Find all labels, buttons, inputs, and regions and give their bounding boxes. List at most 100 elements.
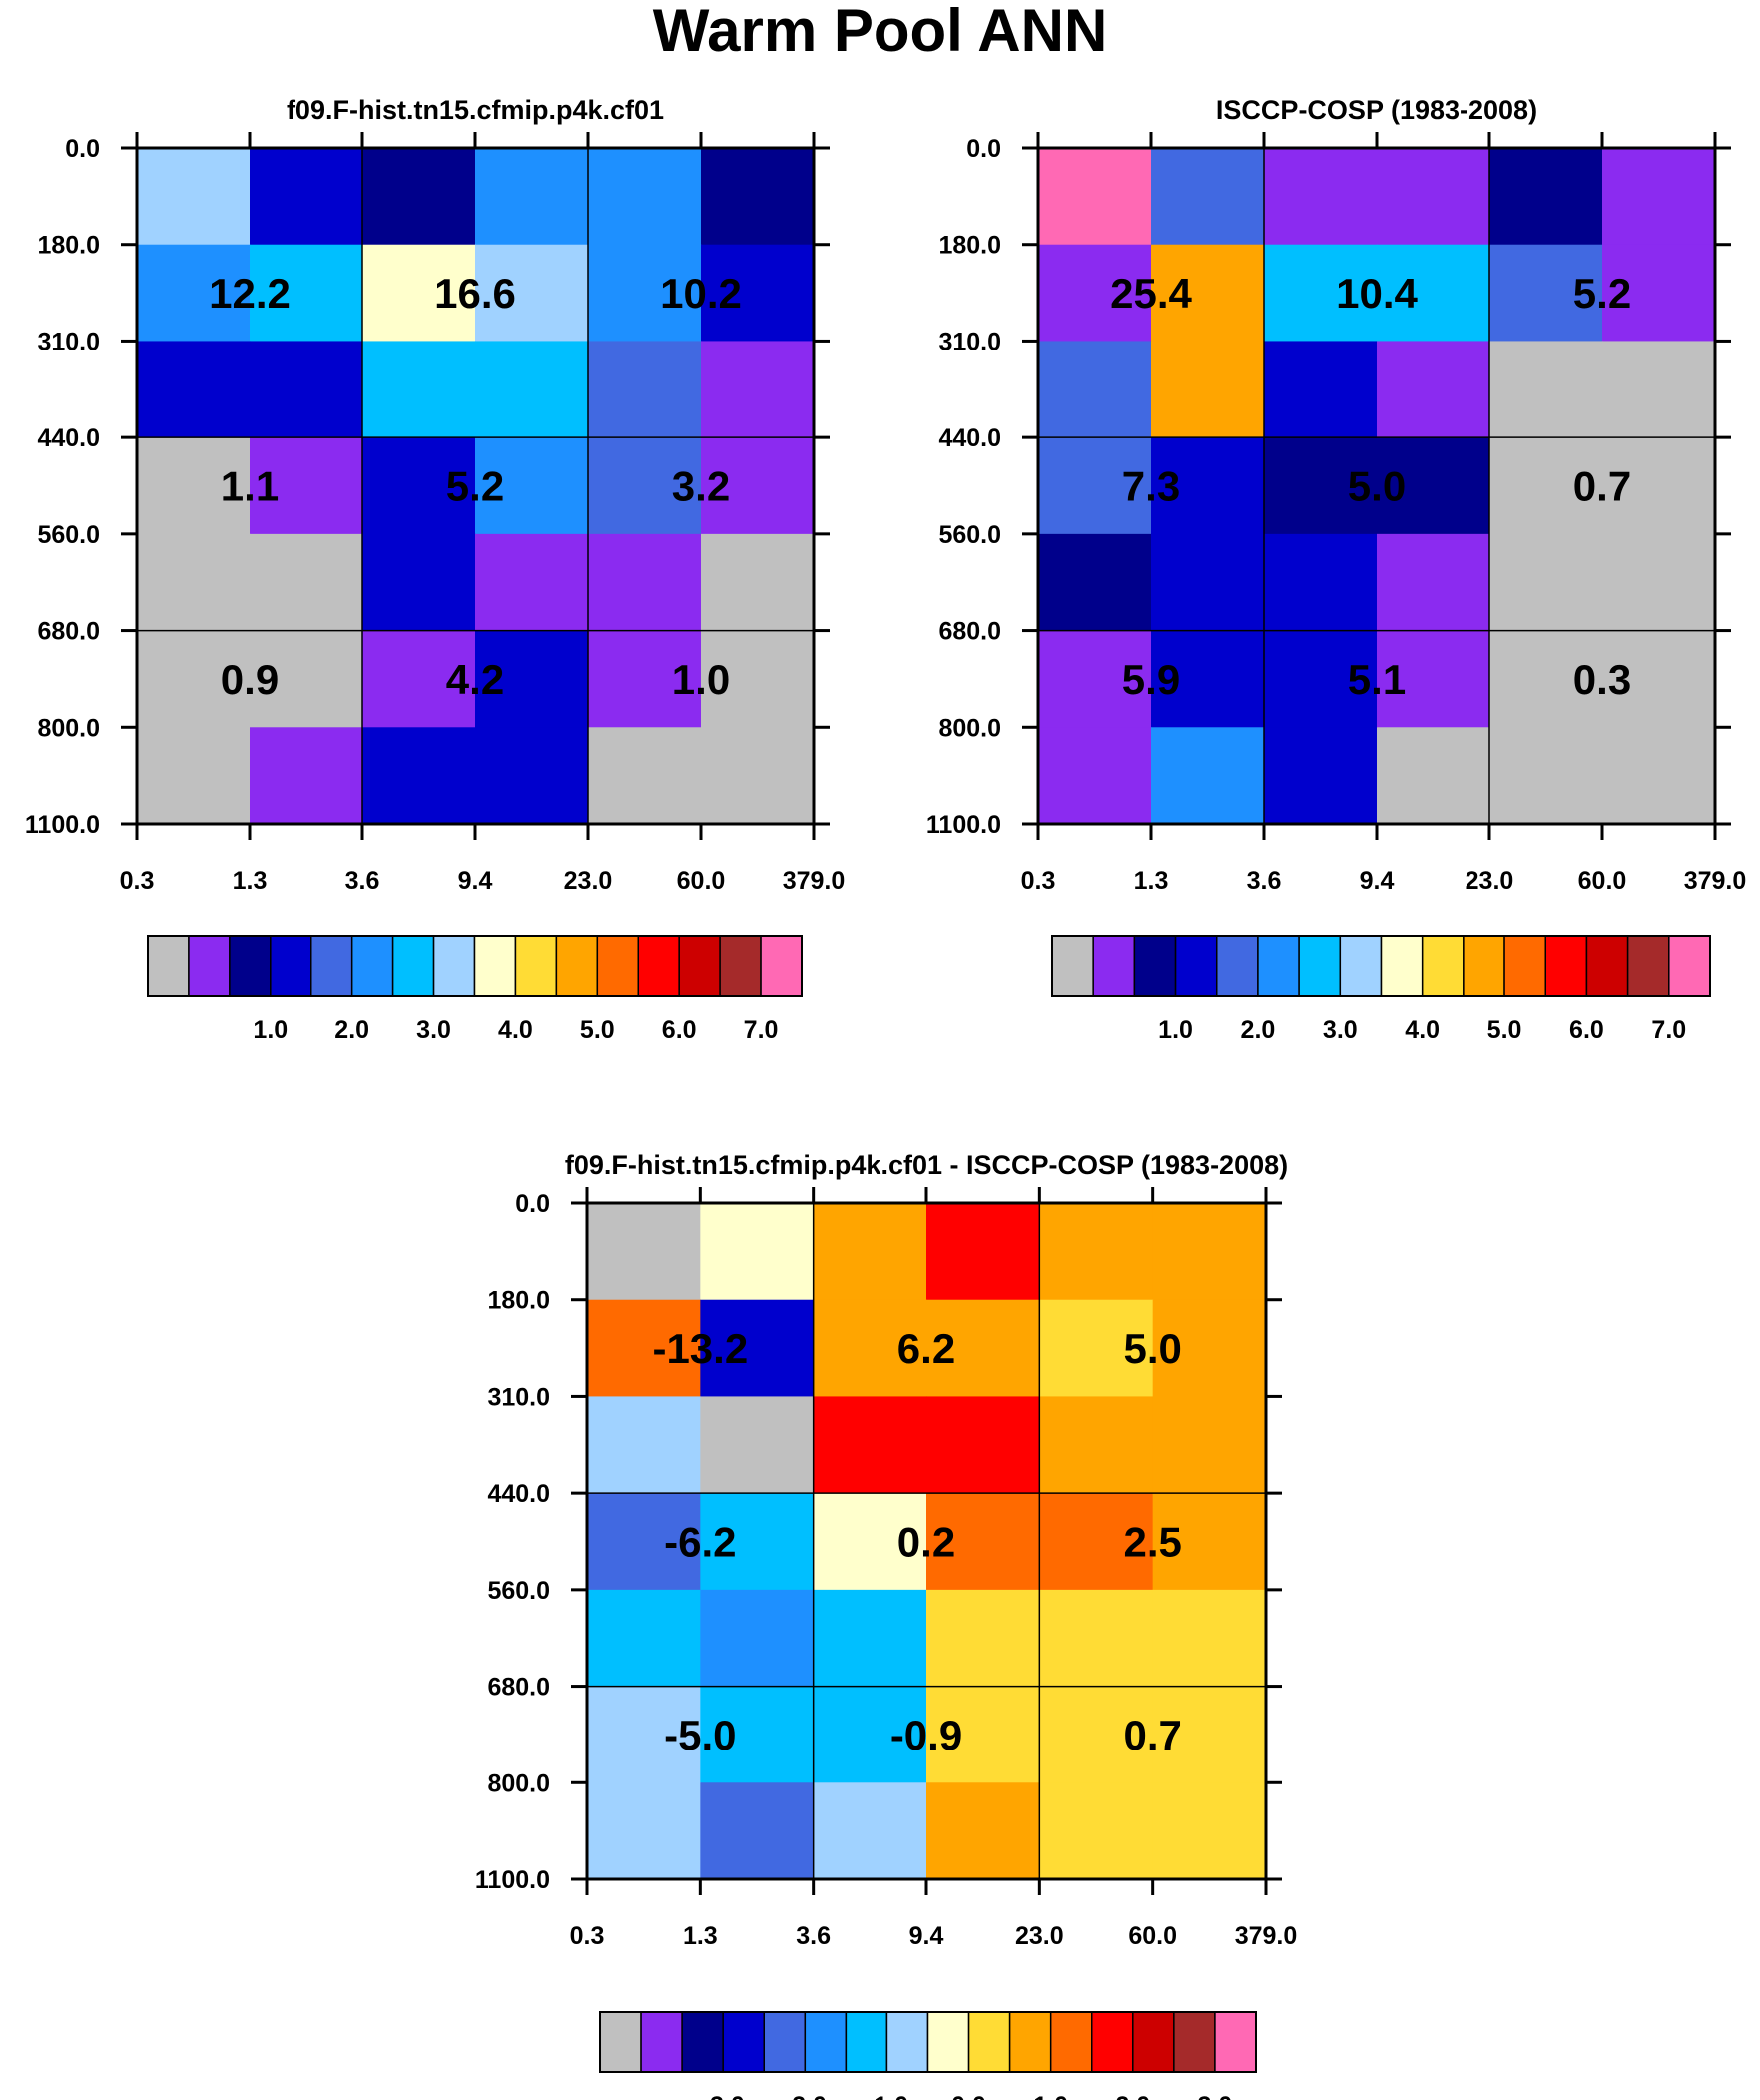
panel3-heatmap-cell <box>926 1299 1040 1398</box>
panel1-colorbar-box <box>310 935 353 997</box>
panel1-colorbar-label: 2.0 <box>334 1016 369 1044</box>
panel3-data-label: -13.2 <box>652 1325 748 1372</box>
panel1-heatmap-cell <box>137 533 251 632</box>
panel3-x-tick-label: 60.0 <box>1128 1922 1177 1950</box>
panel2-colorbar-box <box>1463 935 1505 997</box>
panel2-heatmap-cell <box>1489 727 1603 825</box>
panel2-data-label: 25.4 <box>1110 270 1192 317</box>
panel2-heatmap-cell <box>1151 148 1265 246</box>
panel1-colorbar-box <box>555 935 599 997</box>
panel1-y-tick-label: 310.0 <box>37 328 100 355</box>
panel2-heatmap-cell <box>1377 727 1490 825</box>
panel2-heatmap-cell <box>1151 630 1265 728</box>
panel2-colorbar-box <box>1421 935 1465 997</box>
panel3-heatmap-cell <box>1039 1686 1154 1783</box>
panel1-colorbar-label: 5.0 <box>580 1016 615 1044</box>
panel3-heatmap-cell <box>926 1782 1040 1880</box>
panel3-heatmap-cell <box>1152 1493 1267 1591</box>
panel1-colorbar-box <box>270 935 312 997</box>
panel1-heatmap-cell <box>701 630 815 728</box>
panel1-colorbar-label: 4.0 <box>498 1016 533 1044</box>
panel1-y-tick-label: 680.0 <box>37 618 100 646</box>
panel1-colorbar-box <box>473 935 517 997</box>
panel2-heatmap-cell <box>1038 341 1152 438</box>
panel2-x-tick-label: 60.0 <box>1578 867 1627 895</box>
panel2-colorbar-label: 2.0 <box>1241 1016 1276 1044</box>
panel1-data-label: 12.2 <box>209 270 291 317</box>
panel1-heatmap-cell <box>137 244 251 343</box>
panel3-heatmap-cell <box>700 1589 815 1688</box>
panel1-heatmap-cell <box>588 244 702 343</box>
panel2-heatmap-cell <box>1151 341 1265 438</box>
panel2-colorbar-box <box>1051 935 1094 997</box>
panel2-colorbar-box <box>1298 935 1342 997</box>
panel3-colorbar-box <box>1214 2011 1257 2073</box>
panel1-heatmap-cell <box>701 148 815 246</box>
panel2-colorbar-box <box>1092 935 1136 997</box>
panel3-heatmap-cell <box>1152 1396 1267 1494</box>
panel1-colorbar-box <box>678 935 721 997</box>
panel3-colorbar-box <box>804 2011 848 2073</box>
panel3-heatmap-cell <box>1152 1782 1267 1880</box>
panel2-y-tick-label: 1100.0 <box>926 811 1001 839</box>
panel2-x-tick-label: 1.3 <box>1134 867 1169 895</box>
panel3-y-tick-label: 310.0 <box>487 1383 550 1411</box>
panel1-data-label: 1.0 <box>672 656 730 703</box>
panel1-heatmap-cell <box>475 244 589 343</box>
panel3-data-label: 0.2 <box>897 1519 955 1566</box>
panel1-heatmap-cell <box>250 727 363 825</box>
panel2-heatmap-cell <box>1038 533 1152 632</box>
panel2-colorbar-box <box>1133 935 1177 997</box>
panel3-colorbar-label: 2.0 <box>1115 2092 1150 2100</box>
panel2-heatmap-cell <box>1038 630 1152 728</box>
panel1-y-tick-label: 440.0 <box>37 424 100 452</box>
panel1-colorbar-box <box>350 935 394 997</box>
panel1-data-label: 10.2 <box>660 270 742 317</box>
panel1-heatmap-cell <box>362 533 476 632</box>
panel1-colorbar-label: 3.0 <box>416 1016 451 1044</box>
panel2-y-tick-label: 310.0 <box>938 328 1001 355</box>
page-title: Warm Pool ANN <box>652 0 1108 64</box>
panel2-colorbar-box <box>1544 935 1588 997</box>
panel3-colorbar-box <box>1049 2011 1093 2073</box>
panel2-heatmap-cell <box>1264 148 1378 246</box>
panel1-colorbar-box <box>514 935 558 997</box>
panel2-data-label: 0.3 <box>1573 656 1631 703</box>
panel1-colorbar-label: 7.0 <box>744 1016 779 1044</box>
panel3-colorbar-label: 0.0 <box>951 2092 986 2100</box>
panel1-heatmap-cell <box>137 630 251 728</box>
panel3-y-tick-label: 800.0 <box>487 1769 550 1797</box>
panel2-data-label: 0.7 <box>1573 463 1631 510</box>
panel3-heatmap-cell <box>813 1686 927 1783</box>
panel2-heatmap-cell <box>1602 630 1716 728</box>
panel3-colorbar-label: -2.0 <box>784 2092 827 2100</box>
panel2-heatmap-cell <box>1151 727 1265 825</box>
panel3-heatmap-cell <box>1039 1493 1154 1591</box>
panel3-heatmap-cell <box>587 1782 701 1880</box>
panel3-data-label: 6.2 <box>897 1325 955 1372</box>
panel2-colorbar-label: 5.0 <box>1487 1016 1522 1044</box>
panel3-heatmap-cell <box>700 1299 815 1398</box>
panel3-heatmap-cell <box>700 1203 815 1301</box>
panel3-heatmap-cell <box>1152 1299 1267 1398</box>
panel1-heatmap-cell <box>475 630 589 728</box>
panel1-heatmap-cell <box>588 341 702 438</box>
panel2-data-label: 7.3 <box>1122 463 1180 510</box>
panel2-colorbar-box <box>1626 935 1670 997</box>
panel3-colorbar-box <box>1008 2011 1052 2073</box>
panel1-heatmap-cell <box>362 148 476 246</box>
panel3-colorbar-box <box>967 2011 1011 2073</box>
panel2-heatmap-cell <box>1264 244 1378 343</box>
panel2-data-label: 5.0 <box>1348 463 1406 510</box>
panel1-colorbar-label: 6.0 <box>662 1016 697 1044</box>
panel3-colorbar-label: -1.0 <box>866 2092 908 2100</box>
panel2-heatmap-cell <box>1377 437 1490 535</box>
panel1-colorbar-box <box>229 935 272 997</box>
panel3-x-tick-label: 3.6 <box>796 1922 831 1950</box>
panel1-chart-title: f09.F-hist.tn15.cfmip.p4k.cf01 <box>287 95 664 125</box>
panel3-heatmap-cell <box>926 1493 1040 1591</box>
panel1-heatmap-cell <box>701 437 815 535</box>
panel3-heatmap-cell <box>813 1493 927 1591</box>
panel2-x-tick-label: 379.0 <box>1684 867 1747 895</box>
